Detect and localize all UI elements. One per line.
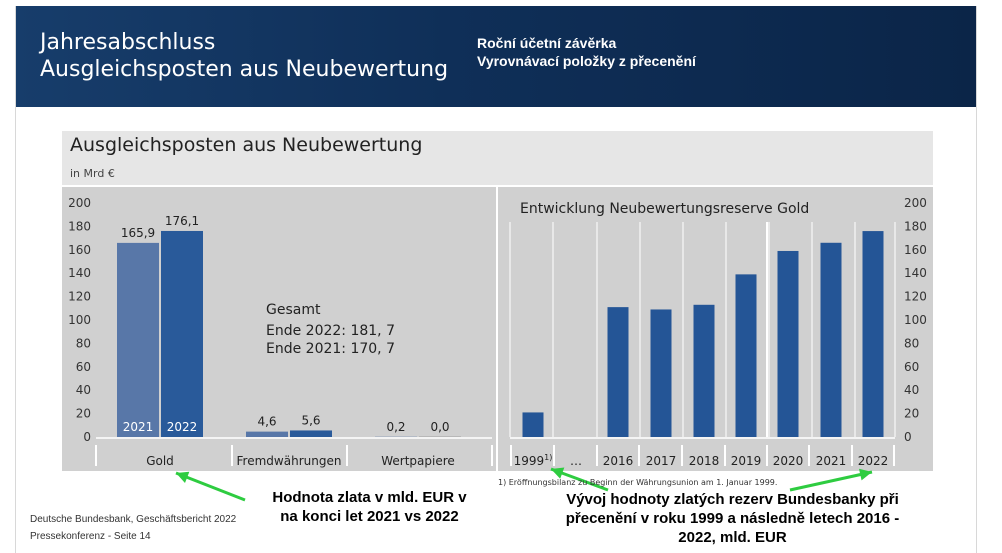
annotation-right: Vývoj hodnoty zlatých rezerv Bundesbanky… bbox=[565, 491, 900, 546]
annotation-left: Hodnota zlata v mld. EUR v na konci let … bbox=[272, 489, 467, 525]
left-data-label: 5,6 bbox=[301, 413, 320, 427]
czech-title-line1: Roční účetní závěrka bbox=[477, 35, 617, 51]
right-bar-2018 bbox=[693, 304, 715, 437]
right-bar-2017 bbox=[650, 309, 672, 437]
totals-label: Gesamt bbox=[266, 302, 321, 318]
left-y-tick: 20 bbox=[76, 407, 91, 421]
right-category-label: 2016 bbox=[603, 454, 634, 468]
left-y-tick: 180 bbox=[68, 219, 91, 233]
right-y-tick: 180 bbox=[904, 219, 927, 233]
left-bar-2022 bbox=[161, 230, 203, 437]
left-bar-year-label: 2022 bbox=[167, 420, 198, 434]
left-bar-2022 bbox=[290, 430, 332, 437]
panel-header bbox=[62, 131, 933, 185]
right-category-label: 2021 bbox=[816, 454, 847, 468]
left-y-tick: 60 bbox=[76, 360, 91, 374]
left-bar-2021 bbox=[246, 431, 288, 437]
right-y-tick: 40 bbox=[904, 383, 919, 397]
left-bar-2022 bbox=[419, 436, 461, 437]
right-y-tick: 200 bbox=[904, 196, 927, 210]
right-y-tick: 100 bbox=[904, 313, 927, 327]
left-y-tick: 200 bbox=[68, 196, 91, 210]
right-category-label: 2018 bbox=[689, 454, 720, 468]
left-y-tick: 160 bbox=[68, 243, 91, 257]
right-bar-1999 bbox=[522, 412, 544, 437]
footnote: 1) Eröffnungsbilanz zu Beginn der Währun… bbox=[498, 478, 778, 487]
right-y-tick: 160 bbox=[904, 243, 927, 257]
right-bar-2016 bbox=[607, 307, 629, 437]
right-category-label: 19991) bbox=[514, 453, 553, 468]
left-data-label: 0,0 bbox=[430, 420, 449, 434]
czech-title: Roční účetní závěrka Vyrovnávací položky… bbox=[477, 34, 696, 70]
left-category-label: Gold bbox=[146, 454, 174, 468]
right-category-label: … bbox=[570, 454, 582, 468]
slide-header bbox=[16, 6, 976, 107]
totals-2021: Ende 2021: 170, 7 bbox=[266, 341, 395, 357]
left-bar-2021 bbox=[117, 242, 159, 437]
right-bar-2019 bbox=[735, 274, 757, 437]
right-y-tick: 20 bbox=[904, 407, 919, 421]
left-data-label: 176,1 bbox=[165, 214, 199, 228]
left-y-tick: 80 bbox=[76, 336, 91, 350]
footnote-marker: 1) bbox=[544, 453, 552, 462]
slide-title-line1: Jahresabschluss bbox=[40, 30, 216, 55]
right-category-label: 2020 bbox=[773, 454, 804, 468]
footer-source: Deutsche Bundesbank, Geschäftsbericht 20… bbox=[30, 514, 237, 525]
right-y-tick: 140 bbox=[904, 266, 927, 280]
right-y-tick: 120 bbox=[904, 290, 927, 304]
left-y-tick: 40 bbox=[76, 383, 91, 397]
right-y-tick: 60 bbox=[904, 360, 919, 374]
right-category-label: 2022 bbox=[858, 454, 889, 468]
footer-page: Pressekonferenz - Seite 14 bbox=[30, 531, 151, 542]
panel-title: Ausgleichsposten aus Neubewertung bbox=[70, 134, 423, 156]
czech-title-line2: Vyrovnávací položky z přecenění bbox=[477, 53, 696, 69]
arrow-gold-head bbox=[176, 471, 190, 483]
right-category-label: 2019 bbox=[731, 454, 762, 468]
left-category-label: Fremdwährungen bbox=[237, 454, 342, 468]
right-y-tick: 0 bbox=[904, 430, 912, 444]
chart-divider bbox=[496, 187, 498, 471]
left-data-label: 0,2 bbox=[386, 420, 405, 434]
right-bar-2020 bbox=[777, 250, 799, 437]
arrow-1999-head bbox=[551, 467, 565, 479]
arrow-2022-shaft bbox=[789, 470, 873, 492]
right-bar-2021 bbox=[820, 242, 842, 437]
left-y-tick: 0 bbox=[83, 430, 91, 444]
right-category-label: 2017 bbox=[646, 454, 677, 468]
panel-unit: in Mrd € bbox=[70, 167, 115, 180]
arrow-2022-head bbox=[858, 468, 872, 481]
slide-title-line2: Ausgleichsposten aus Neubewertung bbox=[40, 57, 449, 82]
arrow-gold-shaft bbox=[175, 471, 246, 502]
left-data-label: 4,6 bbox=[257, 415, 276, 429]
right-y-tick: 80 bbox=[904, 336, 919, 350]
right-chart-title: Entwicklung Neubewertungsreserve Gold bbox=[520, 201, 809, 217]
left-data-label: 165,9 bbox=[121, 226, 155, 240]
totals-2022: Ende 2022: 181, 7 bbox=[266, 323, 395, 339]
left-bar-year-label: 2021 bbox=[123, 420, 154, 434]
left-y-tick: 120 bbox=[68, 290, 91, 304]
left-y-tick: 140 bbox=[68, 266, 91, 280]
left-category-label: Wertpapiere bbox=[381, 454, 455, 468]
slide-title: Jahresabschluss Ausgleichsposten aus Neu… bbox=[40, 29, 448, 83]
left-y-tick: 100 bbox=[68, 313, 91, 327]
right-bar-2022 bbox=[862, 231, 884, 437]
